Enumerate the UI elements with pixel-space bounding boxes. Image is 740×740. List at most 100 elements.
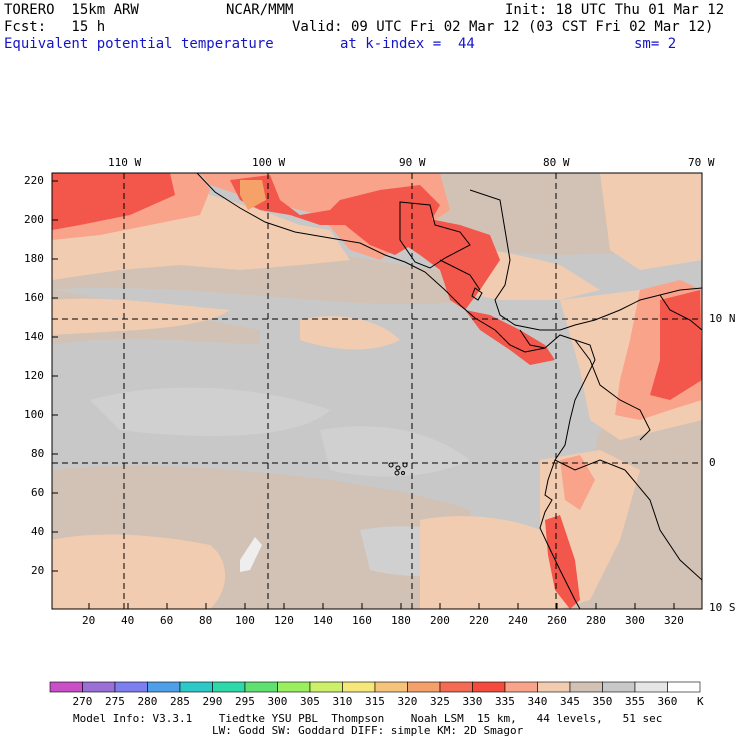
grid-x-label: 40 [121, 614, 135, 627]
colorbar-swatch [569, 681, 603, 693]
colorbar-swatch [537, 681, 571, 693]
init-time: Init: 18 UTC Thu 01 Mar 12 [505, 2, 725, 18]
grid-x-label: 180 [391, 614, 411, 627]
colorbar-swatch [472, 681, 506, 693]
red-zone-costa-rica [465, 310, 555, 365]
colorbar-swatch [602, 681, 636, 693]
red-zone-venezuela [650, 290, 702, 400]
physics-info: LW: Godd SW: Goddard DIFF: simple KM: 2D… [212, 724, 524, 737]
colorbar-label: 360 [657, 695, 678, 708]
galapagos-island [395, 465, 401, 471]
ecuador-border [554, 459, 626, 471]
organization: NCAR/MMM [226, 2, 294, 18]
lake-nicaragua [471, 287, 483, 301]
grey-blob [320, 426, 470, 477]
colombia-border [574, 339, 651, 441]
model-info: Model Info: V3.3.1 Tiedtke YSU PBL Thomp… [73, 712, 663, 725]
peach-blob [300, 316, 400, 350]
grid-y-label: 80 [31, 447, 45, 460]
guatemala-border [399, 201, 471, 269]
grey-blob [90, 387, 330, 436]
colorbar-swatch [114, 681, 148, 693]
galapagos-island [401, 471, 405, 475]
colorbar-label: 315 [365, 695, 385, 708]
lon-label: 70 W [688, 156, 715, 169]
colorbar-label: 340 [527, 695, 548, 708]
grid-x-label: 220 [469, 614, 489, 627]
left-ticks [52, 180, 58, 572]
grid-x-label: 240 [508, 614, 528, 627]
colorbar-label: 335 [495, 695, 515, 708]
colorbar-label: 305 [300, 695, 320, 708]
colorbar-label: 300 [267, 695, 288, 708]
colorbar [49, 681, 701, 693]
grid-x-label: 280 [586, 614, 606, 627]
grid-x-label: 60 [160, 614, 174, 627]
lon-label: 100 W [252, 156, 286, 169]
grid-x-label: 120 [274, 614, 294, 627]
peach-zone-south [420, 516, 560, 609]
caribbean-coastline [469, 189, 702, 331]
colorbar-swatch [504, 681, 538, 693]
model-name: TORERO 15km ARW [4, 2, 139, 18]
lat-label: 10 N [709, 312, 736, 325]
lat-label: 10 S [709, 601, 736, 614]
peach-zone-southwest [52, 534, 225, 609]
galapagos-island [394, 470, 400, 476]
grid-y-label: 160 [24, 291, 44, 304]
honduras-border [439, 259, 481, 291]
map-frame [51, 172, 703, 610]
colorbar-swatch [147, 681, 181, 693]
grid-x-label: 20 [82, 614, 96, 627]
colorbar-swatch [634, 681, 668, 693]
colorbar-label: 350 [592, 695, 613, 708]
pacific-coastline [196, 173, 596, 609]
colorbar-label: 280 [137, 695, 158, 708]
peru-brazil-border [624, 469, 702, 581]
colorbar-swatch [342, 681, 376, 693]
panama-border [519, 329, 546, 349]
red-zone-peru [545, 515, 580, 609]
colorbar-swatch [309, 681, 343, 693]
colorbar-label: 345 [560, 695, 580, 708]
colorbar-label: 285 [170, 695, 190, 708]
grid-y-label: 60 [31, 486, 45, 499]
colorbar-label: 290 [202, 695, 223, 708]
grid-y-label: 140 [24, 330, 44, 343]
lon-label: 90 W [399, 156, 426, 169]
grid-y-label: 180 [24, 252, 44, 265]
tan-zone-north [52, 173, 702, 255]
salmon-zone-ecuador [560, 455, 595, 510]
grid-y-label: 40 [31, 525, 45, 538]
grid-x-label: 80 [199, 614, 213, 627]
lat-label: 0 [709, 456, 716, 469]
grid-y-label: 100 [24, 408, 44, 421]
orange-spot [240, 180, 266, 210]
colorbar-label: 355 [625, 695, 645, 708]
level-index: at k-index = 44 [340, 36, 475, 52]
smoothing: sm= 2 [634, 36, 677, 52]
red-zone-northwest [52, 173, 175, 230]
colorbar-label: 320 [397, 695, 418, 708]
forecast-hour: Fcst: 15 h [4, 19, 106, 35]
grid-x-label: 100 [235, 614, 255, 627]
bottom-ticks [88, 603, 675, 609]
colorbar-label: 310 [332, 695, 353, 708]
colorbar-label: 295 [235, 695, 255, 708]
graticule [52, 173, 702, 609]
colorbar-label: 325 [430, 695, 450, 708]
colorbar-swatch [439, 681, 473, 693]
coastlines [196, 173, 702, 609]
valid-time: Valid: 09 UTC Fri 02 Mar 12 (03 CST Fri … [292, 19, 714, 35]
venezuela-border [659, 294, 702, 331]
colorbar-label: 270 [72, 695, 93, 708]
theta-e-field [52, 173, 702, 609]
grid-y-label: 220 [24, 174, 44, 187]
grid-x-label: 200 [430, 614, 450, 627]
peach-band [52, 298, 230, 335]
colorbar-swatch [374, 681, 408, 693]
grid-y-label: 20 [31, 564, 45, 577]
grid-x-label: 320 [664, 614, 684, 627]
grid-x-label: 300 [625, 614, 645, 627]
